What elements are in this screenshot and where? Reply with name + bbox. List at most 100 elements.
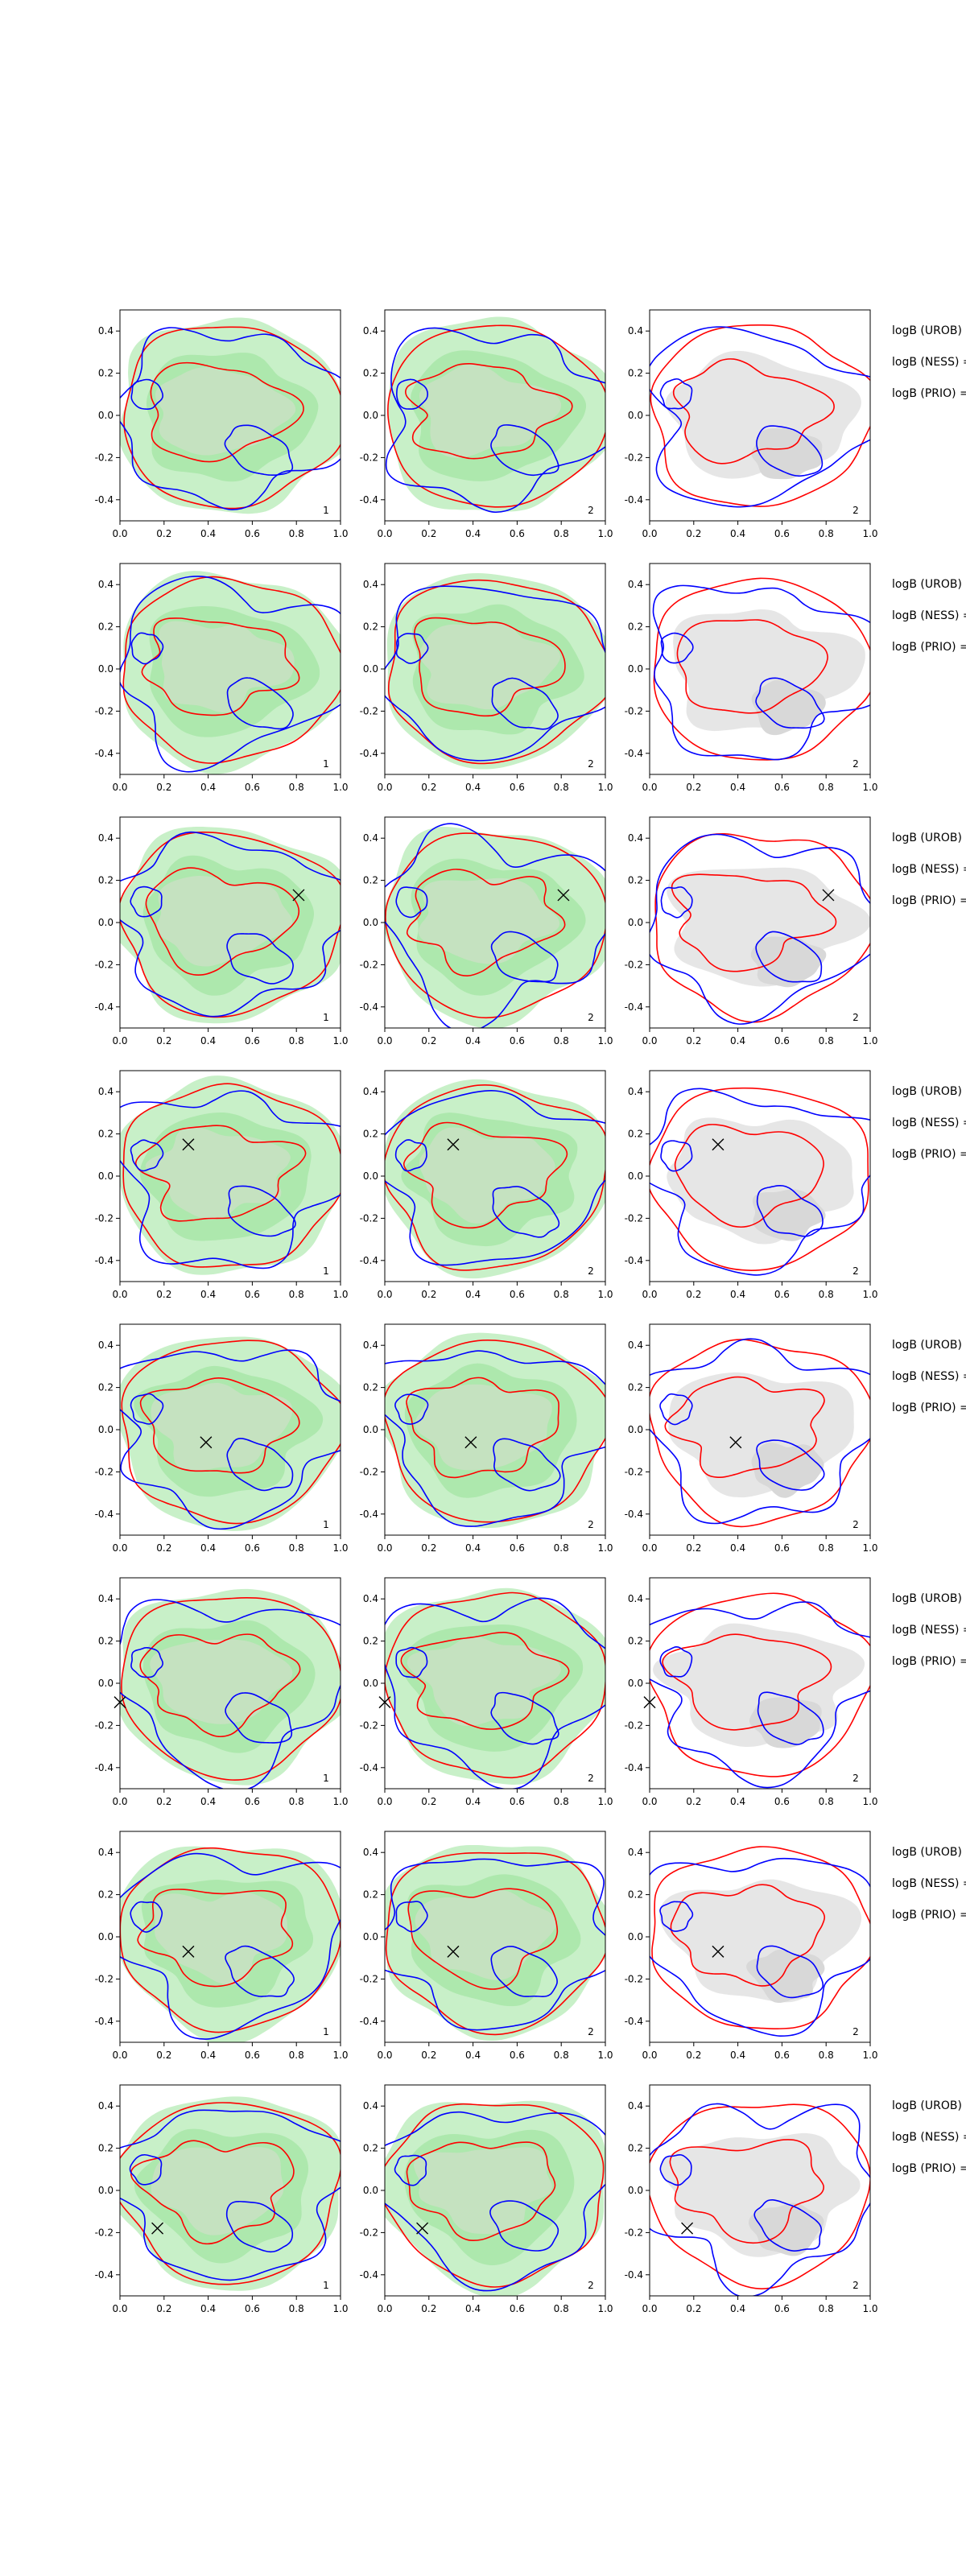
y-tick-label: 0.2	[628, 621, 643, 633]
x-tick-label: 0.0	[112, 2303, 127, 2314]
x-tick-label: 0.0	[642, 528, 657, 539]
y-tick-label: 0.2	[363, 621, 378, 633]
x-tick-label: 0.0	[377, 1289, 392, 1300]
density-fill-core	[155, 367, 296, 456]
density-fill-grey-core	[748, 2202, 824, 2256]
blue-contour-mode-2	[130, 1393, 164, 1425]
logB-label: logB (PRIO) =	[892, 2162, 966, 2175]
y-tick-label: -0.2	[625, 452, 643, 463]
x-tick-label: 0.0	[112, 1289, 127, 1300]
y-tick-label: -0.4	[625, 494, 643, 506]
panel-7-2: 0.0 0.2 0.4 0.6 0.8 1.0 0.4 0.2 0.0 -0.2 -0.4 2	[360, 1831, 613, 2061]
blue-contour-mode-1	[755, 931, 823, 983]
panel-number-label: 2	[852, 2026, 859, 2037]
logB-label: logB (NESS) =	[892, 1877, 966, 1890]
blue-contour-outer	[385, 1858, 605, 2031]
y-tick-label: 0.0	[628, 410, 643, 421]
marker-stroke	[643, 1696, 656, 1709]
true-value-marker	[292, 889, 305, 902]
panel-number-label: 2	[588, 1265, 594, 1277]
x-tick-label: 0.2	[686, 782, 701, 793]
y-tick-label: 0.0	[98, 1678, 114, 1689]
red-contour-inner	[139, 1377, 300, 1474]
panel-3-2: 0.0 0.2 0.4 0.6 0.8 1.0 0.4 0.2 0.0 -0.2 -0.4 2	[360, 816, 613, 1046]
x-tick-label: 0.4	[465, 1796, 481, 1807]
y-tick-label: -0.2	[625, 705, 643, 716]
blue-contour-outer	[385, 1597, 605, 1789]
red-contour-outer	[654, 832, 870, 1023]
y-tick-label: 0.0	[628, 2185, 643, 2196]
x-tick-label: 0.6	[245, 1796, 260, 1807]
red-contour-inner	[664, 1376, 825, 1479]
red-contour-inner	[137, 1889, 294, 1988]
panel-number-label: 2	[852, 2280, 859, 2291]
logB-label: logB (PRIO) =	[892, 894, 966, 907]
logB-label: logB (PRIO) =	[892, 387, 966, 400]
logB-label: logB (PRIO) =	[892, 1148, 966, 1161]
red-contour-inner	[150, 361, 304, 463]
x-tick-label: 0.8	[289, 528, 304, 539]
blue-contour-mode-1	[226, 1438, 294, 1492]
blue-contour-outer	[650, 1601, 870, 1789]
y-tick-label: 0.2	[98, 1636, 114, 1647]
y-tick-label: 0.2	[628, 368, 643, 379]
blue-contour-mode-1	[756, 1184, 824, 1237]
x-tick-label: 0.4	[730, 1796, 745, 1807]
blue-contour-outer	[650, 1857, 870, 2037]
x-tick-label: 0.6	[510, 1796, 525, 1807]
blue-contour-mode-2	[659, 1393, 693, 1426]
panel-number-label: 2	[852, 1265, 859, 1277]
blue-contour-mode-2	[130, 1901, 163, 1933]
x-tick-label: 0.8	[554, 2303, 569, 2314]
x-tick-label: 0.2	[686, 2050, 701, 2061]
x-tick-label: 0.8	[819, 2303, 834, 2314]
marker-stroke	[416, 2222, 429, 2235]
x-tick-label: 0.0	[112, 1796, 127, 1807]
x-tick-label: 0.0	[377, 1035, 392, 1046]
x-tick-label: 1.0	[597, 782, 613, 793]
density-fill-core	[413, 2147, 552, 2235]
panel-number-label: 2	[852, 1012, 859, 1023]
y-tick-label: 0.2	[98, 1889, 114, 1901]
panel-5-3: 0.0 0.2 0.4 0.6 0.8 1.0 0.4 0.2 0.0 -0.2 -0.4 2	[625, 1323, 878, 1554]
x-tick-label: 0.0	[377, 1796, 392, 1807]
x-tick-label: 0.0	[642, 2303, 657, 2314]
y-tick-label: 0.4	[363, 1847, 378, 1858]
logB-label: logB (UROB) =	[892, 578, 966, 591]
x-tick-label: 1.0	[597, 2050, 613, 2061]
panel-8-3: 0.0 0.2 0.4 0.6 0.8 1.0 0.4 0.2 0.0 -0.2 -0.4 2	[625, 2084, 878, 2314]
true-value-marker	[822, 889, 835, 902]
density-fill-core	[419, 623, 560, 710]
y-tick-label: -0.4	[360, 1001, 378, 1013]
density-fill-core	[418, 877, 560, 964]
blue-contour-outer	[650, 2103, 870, 2296]
y-tick-label: -0.2	[95, 452, 114, 463]
panel-number-label: 2	[588, 1012, 594, 1023]
x-tick-label: 1.0	[597, 1289, 613, 1300]
x-tick-label: 0.8	[819, 1796, 834, 1807]
red-contour-inner	[676, 619, 828, 714]
panel-number-label: 2	[852, 758, 859, 770]
marker-stroke	[464, 1436, 477, 1449]
y-tick-label: 0.0	[363, 2185, 378, 2196]
y-tick-label: -0.4	[625, 2269, 643, 2281]
blue-contour-outer	[650, 326, 870, 508]
density-fill-grey-core	[746, 1949, 825, 2004]
x-tick-label: 0.6	[510, 1542, 525, 1554]
y-tick-label: 0.4	[628, 1847, 643, 1858]
x-tick-label: 0.2	[421, 782, 436, 793]
x-tick-label: 0.8	[819, 1542, 834, 1554]
y-tick-label: -0.4	[360, 1509, 378, 1520]
y-tick-label: -0.4	[625, 1001, 643, 1013]
y-tick-label: 0.2	[628, 1636, 643, 1647]
plot-area	[650, 324, 870, 508]
x-tick-label: 0.0	[642, 2050, 657, 2061]
x-tick-label: 0.4	[200, 1796, 216, 1807]
y-tick-label: -0.4	[625, 1509, 643, 1520]
x-tick-label: 0.2	[156, 782, 171, 793]
y-tick-label: 0.2	[98, 2143, 114, 2154]
plot-area	[385, 823, 605, 1028]
y-tick-label: 0.0	[363, 663, 378, 675]
red-contour-inner	[406, 2141, 556, 2242]
blue-contour-mode-1	[492, 1186, 560, 1238]
